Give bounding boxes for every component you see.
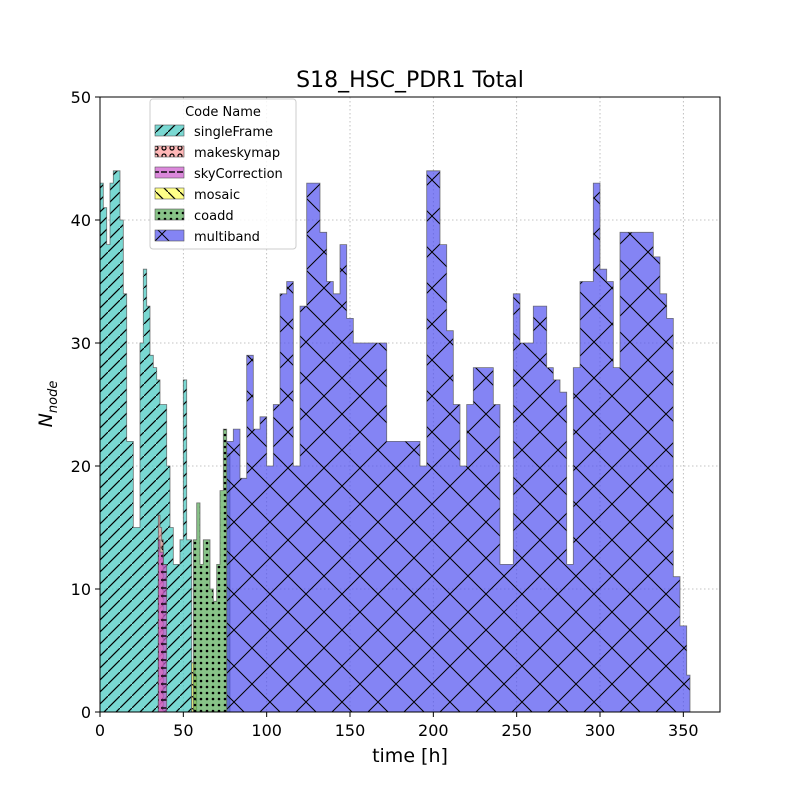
legend-swatch-multiband [154,229,185,242]
x-tick-label: 350 [668,721,699,740]
legend-label-skyCorrection: skyCorrection [194,167,283,182]
x-tick-label: 100 [251,721,282,740]
series-area-multiband [226,170,691,713]
legend-title: Code Name [185,105,261,120]
legend-entries: singleFrame makeskymap skyCorrection mosaic… [154,124,283,245]
y-axis: 0 10 20 30 40 50 [71,88,100,722]
legend-label-singleFrame: singleFrame [194,125,273,140]
legend-label-mosaic: mosaic [194,188,240,203]
y-axis-title-main: N [35,413,57,427]
x-axis: 0 50 100 150 200 250 300 350 [95,712,699,740]
x-tick-label: 50 [173,721,193,740]
series-area-singleFrame [99,170,193,713]
legend-label-coadd: coadd [194,209,234,224]
y-tick-label: 10 [71,580,91,599]
series-area-skyCorrection [157,539,168,713]
legend-swatch-skyCorrection [154,166,185,179]
chart-title: S18_HSC_PDR1 Total [296,68,524,93]
y-tick-label: 20 [71,457,91,476]
series-layer [99,170,691,713]
x-tick-label: 0 [95,721,105,740]
y-tick-label: 30 [71,334,91,353]
y-axis-title: Nnode [35,381,61,428]
legend-label-makeskymap: makeskymap [194,146,280,161]
legend: Code Name singleFrame makeskymap skyCorrec… [149,98,297,250]
y-tick-label: 40 [71,211,91,230]
legend-swatch-singleFrame [154,124,185,137]
y-tick-label: 0 [81,703,91,722]
x-tick-label: 300 [585,721,616,740]
y-tick-label: 50 [71,88,91,107]
legend-swatch-coadd [154,208,185,221]
x-tick-label: 250 [501,721,532,740]
legend-swatch-mosaic [154,187,185,200]
legend-label-multiband: multiband [194,230,260,245]
legend-swatch-makeskymap [154,145,185,158]
x-tick-label: 200 [418,721,449,740]
plot-frame [99,96,721,713]
legend-box [149,98,297,250]
y-axis-title-sub: node [46,381,61,413]
series-area-coadd [192,428,231,713]
x-tick-label: 150 [335,721,366,740]
x-axis-title: time [h] [372,745,448,767]
